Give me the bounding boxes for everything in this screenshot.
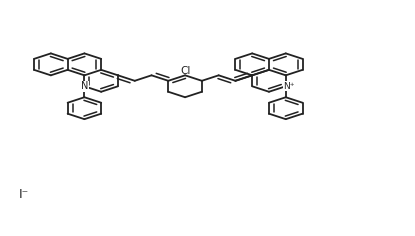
Text: N⁺: N⁺ [283, 82, 295, 91]
Text: Cl: Cl [180, 66, 190, 76]
Text: I⁻: I⁻ [19, 189, 29, 202]
Text: N: N [81, 81, 88, 91]
